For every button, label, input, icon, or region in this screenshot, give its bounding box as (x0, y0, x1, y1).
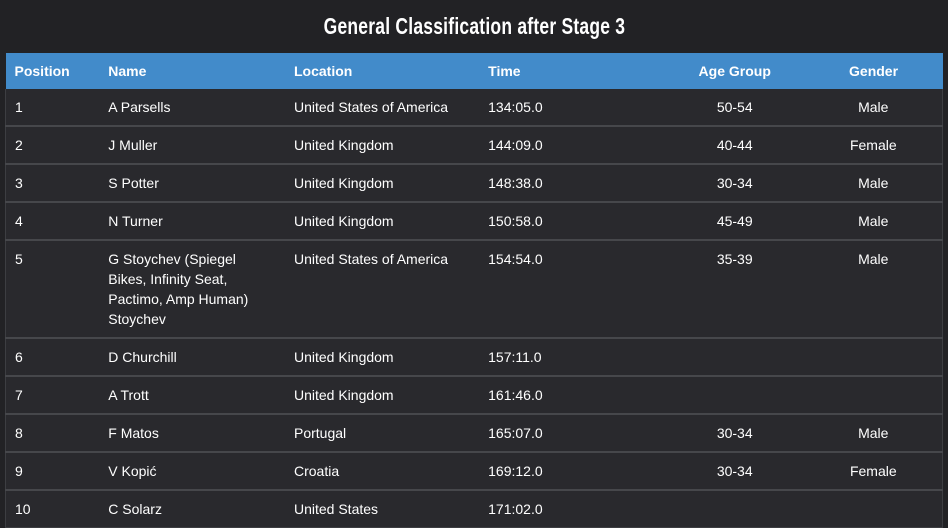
cell-gender: Female (804, 125, 943, 164)
cell-time: 148:38.0 (479, 163, 665, 202)
cell-gender: Male (804, 163, 943, 202)
cell-position: 8 (5, 413, 100, 452)
cell-name: A Parsells (99, 89, 285, 126)
cell-age-group: 50-54 (664, 89, 805, 126)
page-title-text: General Classification after Stage 3 (323, 13, 625, 39)
results-table: Position Name Location Time Age Group Ge… (5, 53, 943, 528)
cell-time: 169:12.0 (479, 451, 665, 490)
cell-age-group (664, 489, 805, 528)
cell-location: Portugal (284, 413, 480, 452)
cell-time: 157:11.0 (479, 337, 665, 376)
cell-location: Croatia (284, 451, 480, 490)
cell-age-group (664, 337, 805, 376)
cell-name: N Turner (99, 201, 285, 240)
cell-time: 161:46.0 (479, 375, 665, 414)
page-title: General Classification after Stage 3 (0, 0, 948, 53)
cell-position: 3 (5, 163, 100, 202)
cell-time: 144:09.0 (479, 125, 665, 164)
cell-name: J Muller (99, 125, 285, 164)
cell-position: 9 (5, 451, 100, 490)
cell-location: United Kingdom (284, 125, 480, 164)
cell-time: 150:58.0 (479, 201, 665, 240)
cell-gender: Female (804, 451, 943, 490)
cell-age-group: 30-34 (664, 451, 805, 490)
cell-location: United States (284, 489, 480, 528)
column-header-location: Location (284, 53, 480, 89)
cell-location: United States of America (284, 89, 480, 126)
cell-location: United Kingdom (284, 375, 480, 414)
cell-name: S Potter (99, 163, 285, 202)
cell-age-group: 45-49 (664, 201, 805, 240)
cell-name: C Solarz (99, 489, 285, 528)
cell-gender: Male (804, 239, 943, 338)
cell-position: 7 (5, 375, 100, 414)
column-header-age-group: Age Group (664, 53, 805, 89)
cell-gender: Male (804, 201, 943, 240)
cell-location: United Kingdom (284, 201, 480, 240)
cell-position: 1 (5, 89, 100, 126)
cell-name: V Kopić (99, 451, 285, 490)
cell-gender (804, 337, 943, 376)
cell-position: 6 (5, 337, 100, 376)
cell-location: United Kingdom (284, 337, 480, 376)
cell-gender (804, 489, 943, 528)
cell-age-group: 35-39 (664, 239, 805, 338)
table-header: Position Name Location Time Age Group Ge… (5, 53, 943, 89)
cell-time: 134:05.0 (479, 89, 665, 126)
cell-position: 5 (5, 239, 100, 338)
cell-gender: Male (804, 89, 943, 126)
cell-location: United States of America (284, 239, 480, 338)
cell-age-group: 30-34 (664, 413, 805, 452)
cell-time: 154:54.0 (479, 239, 665, 338)
cell-name: A Trott (99, 375, 285, 414)
cell-position: 4 (5, 201, 100, 240)
cell-gender: Male (804, 413, 943, 452)
cell-name: G Stoychev (Spiegel Bikes, Infinity Seat… (99, 239, 285, 338)
column-header-position: Position (5, 53, 100, 89)
cell-location: United Kingdom (284, 163, 480, 202)
cell-time: 171:02.0 (479, 489, 665, 528)
table-row: 10 C Solarz United States 171:02.0 (5, 489, 943, 528)
results-table-container: Position Name Location Time Age Group Ge… (5, 53, 943, 528)
column-header-gender: Gender (804, 53, 943, 89)
cell-position: 10 (5, 489, 100, 528)
cell-age-group: 30-34 (664, 163, 805, 202)
cell-name: F Matos (99, 413, 285, 452)
cell-gender (804, 375, 943, 414)
cell-name: D Churchill (99, 337, 285, 376)
column-header-name: Name (99, 53, 285, 89)
header-row: Position Name Location Time Age Group Ge… (5, 53, 943, 89)
cell-position: 2 (5, 125, 100, 164)
column-header-time: Time (479, 53, 665, 89)
cell-age-group (664, 375, 805, 414)
cell-time: 165:07.0 (479, 413, 665, 452)
cell-age-group: 40-44 (664, 125, 805, 164)
